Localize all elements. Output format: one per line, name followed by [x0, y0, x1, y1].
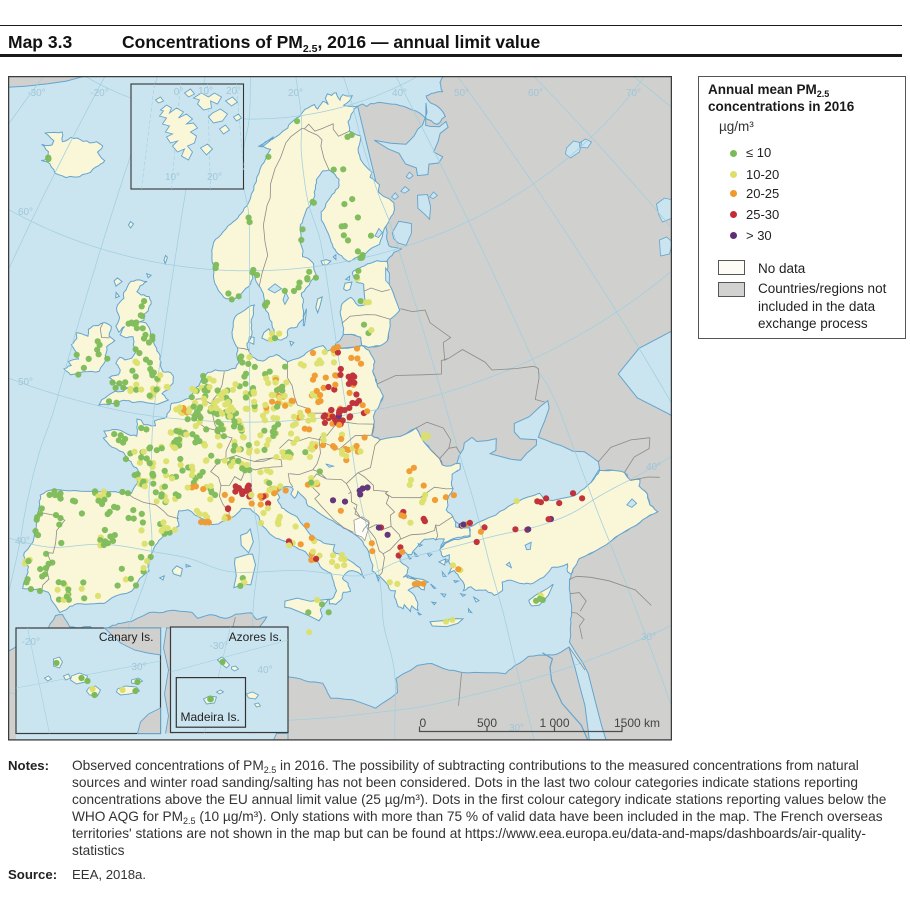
svg-text:Canary Is.: Canary Is. — [98, 630, 153, 644]
svg-text:70°: 70° — [625, 88, 640, 99]
svg-text:10°: 10° — [164, 172, 179, 183]
svg-text:0°: 0° — [173, 87, 183, 98]
svg-text:20°: 20° — [287, 88, 302, 99]
svg-text:30°: 30° — [131, 662, 146, 673]
svg-text:1 000: 1 000 — [539, 716, 569, 730]
svg-text:40°: 40° — [645, 462, 660, 473]
svg-text:40°: 40° — [391, 88, 406, 99]
svg-text:50°: 50° — [17, 377, 32, 388]
svg-text:-30°: -30° — [209, 641, 227, 652]
svg-text:20°: 20° — [206, 172, 221, 183]
svg-text:-30°: -30° — [27, 88, 45, 99]
svg-text:10°: 10° — [197, 86, 212, 97]
svg-text:20°: 20° — [225, 86, 240, 97]
svg-text:1500 km: 1500 km — [614, 716, 660, 730]
svg-text:-20°: -20° — [21, 637, 39, 648]
svg-text:30°: 30° — [508, 723, 523, 734]
svg-text:60°: 60° — [17, 207, 32, 218]
svg-text:50°: 50° — [453, 88, 468, 99]
svg-text:500: 500 — [476, 716, 496, 730]
svg-text:Madeira Is.: Madeira Is. — [180, 710, 239, 724]
svg-text:Azores Is.: Azores Is. — [228, 630, 281, 644]
svg-text:60°: 60° — [527, 88, 542, 99]
svg-text:40°: 40° — [257, 665, 272, 676]
svg-text:-20°: -20° — [90, 88, 108, 99]
svg-text:30°: 30° — [640, 632, 655, 643]
svg-text:40°: 40° — [14, 536, 29, 547]
svg-text:0: 0 — [419, 716, 426, 730]
